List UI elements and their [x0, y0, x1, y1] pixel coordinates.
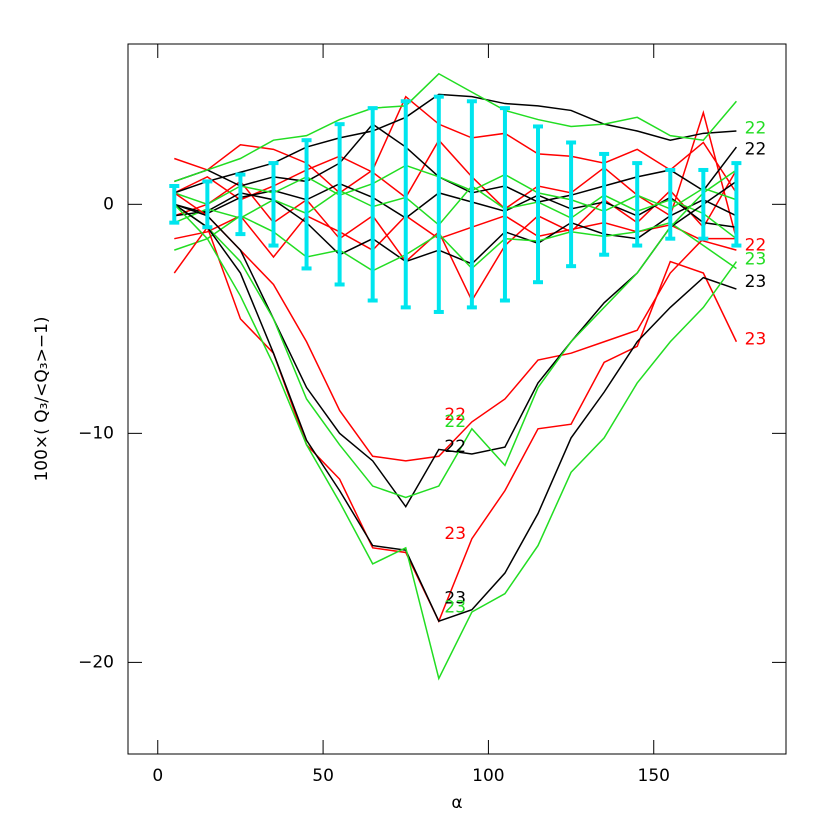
error-bar: [433, 94, 444, 314]
error-bar: [533, 124, 544, 285]
error-bar: [499, 106, 510, 303]
x-axis-label: α: [451, 793, 462, 813]
series-line: [174, 169, 738, 303]
error-bar: [566, 140, 577, 269]
series-line: [174, 164, 737, 213]
error-bar: [202, 179, 213, 230]
plot-frame: [127, 43, 787, 755]
series-line: [174, 95, 738, 194]
series-line: [174, 93, 737, 194]
x-tick-label: 150: [638, 766, 670, 786]
error-bar: [235, 172, 246, 237]
series-line: [173, 225, 738, 624]
annotation: 23: [444, 597, 466, 617]
error-bar: [731, 161, 742, 248]
error-bar: [169, 184, 180, 225]
y-tick-label: −20: [78, 652, 114, 672]
series-line: [174, 184, 737, 240]
annotation: 22: [745, 119, 767, 139]
annotation: 22: [444, 437, 466, 457]
series-line: [173, 203, 738, 681]
error-bar: [632, 161, 643, 248]
error-bar: [698, 167, 709, 241]
annotation: 22: [745, 139, 767, 159]
series-line: [173, 169, 737, 499]
y-tick-label: 0: [103, 194, 114, 214]
error-bar: [665, 167, 676, 241]
error-bar: [466, 99, 477, 310]
annotation: 22: [444, 412, 466, 432]
y-tick-label: −10: [78, 423, 114, 443]
error-bar: [367, 106, 378, 303]
series-line: [173, 192, 737, 462]
series-line: [174, 192, 737, 265]
annotation: 23: [745, 329, 767, 349]
x-tick-label: 0: [152, 766, 163, 786]
error-bar: [400, 99, 411, 310]
x-tick-label: 100: [472, 766, 504, 786]
error-bar: [301, 138, 312, 271]
series-line: [174, 123, 737, 203]
series-line: [174, 72, 737, 183]
error-bar: [334, 122, 345, 287]
annotation: 22: [745, 236, 767, 256]
annotation: 22: [444, 405, 466, 425]
y-axis-label: 100×( Q₃/<Q₃>−1): [32, 316, 52, 481]
error-bar: [268, 161, 279, 248]
series-line: [173, 110, 738, 239]
series-line: [174, 214, 737, 272]
series-line: [173, 203, 737, 623]
error-bar: [599, 151, 610, 257]
annotation: 23: [444, 588, 466, 608]
annotation: 23: [444, 524, 466, 544]
annotation: 23: [745, 272, 767, 292]
annotation: 23: [745, 249, 767, 269]
x-tick-label: 50: [312, 766, 334, 786]
